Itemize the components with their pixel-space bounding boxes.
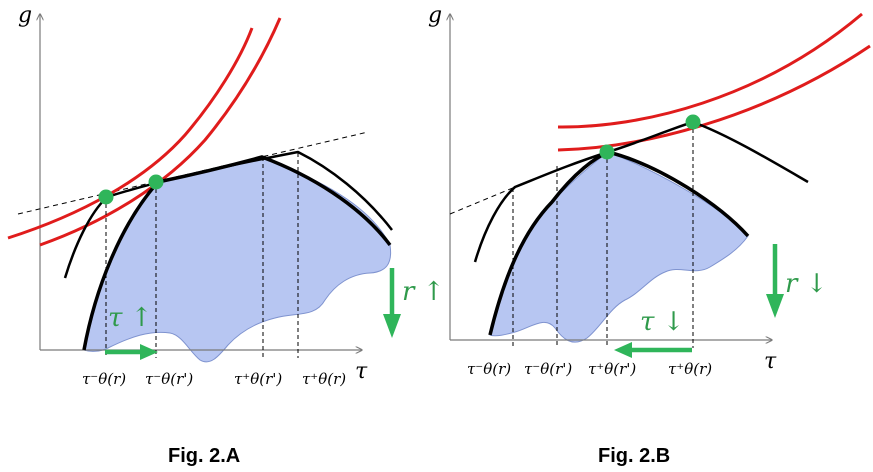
tau-arrow-b (614, 342, 692, 358)
frontier-curve-rprime-b (488, 150, 750, 336)
tau-arrow-label-a: τ ↑ (108, 303, 152, 333)
tick-tau-plus-r-b: τ⁺θ(r) (668, 360, 712, 378)
tangent-line-a (17, 131, 369, 215)
tick-tau-minus-rp-a: τ⁻θ(r') (145, 370, 193, 388)
tick-tau-plus-r-a: τ⁺θ(r) (302, 370, 346, 388)
indifference-curve-a1 (7, 27, 254, 240)
tick-tau-plus-rp-b: τ⁺θ(r') (588, 360, 636, 378)
indifference-curve-b1 (557, 12, 863, 129)
tick-tau-minus-r-b: τ⁻θ(r) (467, 360, 511, 378)
tangency-point-a1 (98, 189, 114, 205)
panel-fig-2a: g τ τ ↑ r ↑ τ⁻θ(r) τ⁻θ(r') τ⁺θ( (7, 3, 444, 467)
r-arrow-label-b: r ↓ (785, 269, 827, 299)
x-axis-label-b: τ (764, 349, 777, 374)
tangency-point-b1 (599, 144, 615, 160)
y-axis-label-b: g (428, 3, 442, 28)
caption-fig-2b: Fig. 2.B (598, 445, 670, 467)
y-axis-label-a: g (18, 3, 32, 28)
tick-tau-minus-rp-b: τ⁻θ(r') (524, 360, 572, 378)
r-arrow-b (766, 244, 784, 318)
tangency-point-a2 (148, 174, 164, 190)
panel-fig-2b: g τ τ ↓ r ↓ τ⁻θ(r) τ⁻θ(r') τ⁺θ(r') τ⁺θ(r… (428, 3, 871, 467)
tangency-point-b2 (685, 114, 701, 130)
indifference-curve-a2 (39, 17, 282, 247)
r-arrow-label-a: r ↑ (402, 277, 444, 307)
caption-fig-2a: Fig. 2.A (168, 445, 240, 467)
r-arrow-a (383, 268, 401, 338)
tau-arrow-a (105, 344, 158, 360)
tangent-line-b (449, 186, 516, 215)
tick-tau-plus-rp-a: τ⁺θ(r') (234, 370, 282, 388)
x-axis-label-a: τ (355, 359, 368, 384)
frontier-curve-rprime-a (82, 155, 392, 351)
tau-arrow-label-b: τ ↓ (640, 307, 684, 337)
tick-tau-minus-r-a: τ⁻θ(r) (82, 370, 126, 388)
